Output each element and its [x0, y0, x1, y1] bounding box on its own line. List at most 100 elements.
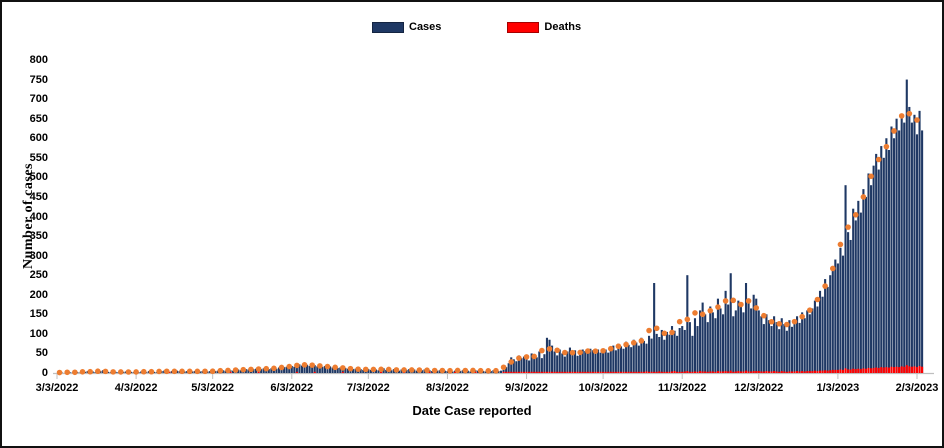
moving-average-dot: [615, 343, 622, 350]
y-tick-label: 450: [29, 190, 48, 203]
deaths-bar: [882, 367, 885, 373]
deaths-bar: [602, 371, 605, 373]
deaths-bar: [599, 371, 602, 373]
deaths-bar: [803, 371, 806, 373]
deaths-bar: [780, 371, 783, 373]
deaths-bar: [530, 371, 533, 373]
legend-swatch-icon: [372, 21, 404, 33]
deaths-bar: [755, 371, 758, 373]
deaths-bar: [739, 371, 742, 373]
moving-average-dot: [845, 224, 851, 230]
moving-average-dot: [715, 304, 721, 310]
cases-bar: [413, 369, 416, 373]
cases-bar: [530, 353, 533, 373]
moving-average-dot: [416, 367, 423, 373]
moving-average-dot: [607, 345, 614, 352]
cases-bar: [808, 314, 811, 373]
moving-average-dot: [653, 325, 660, 332]
cases-bar: [563, 356, 566, 373]
cases-bar: [155, 372, 158, 373]
cases-bar: [773, 316, 776, 373]
deaths-bar: [887, 367, 890, 373]
cases-bar: [571, 354, 574, 373]
moving-average-dot: [638, 338, 645, 344]
deaths-bar: [658, 371, 661, 373]
cases-bar: [908, 106, 911, 373]
moving-average-dot: [485, 368, 492, 374]
cases-bar: [303, 363, 306, 373]
deaths-bar: [551, 371, 554, 373]
cases-bar: [645, 343, 648, 373]
moving-average-dot: [891, 128, 897, 134]
deaths-bar: [507, 371, 510, 373]
cases-bar: [821, 296, 824, 373]
deaths-bar: [775, 371, 778, 373]
moving-average-dot: [424, 367, 430, 374]
cases-bar: [727, 304, 730, 373]
deaths-bar: [767, 371, 771, 373]
cases-bar: [693, 318, 697, 373]
moving-average-dot: [868, 173, 874, 180]
cases-bar: [635, 342, 638, 373]
legend-label: Deaths: [544, 21, 582, 33]
cases-bar: [668, 334, 671, 373]
cases-bar: [762, 324, 765, 373]
deaths-bar: [596, 371, 600, 373]
cases-bar: [300, 365, 304, 373]
cases-bar: [484, 371, 487, 373]
deaths-bar: [517, 371, 520, 373]
moving-average-dot: [761, 312, 767, 319]
deaths-bar: [760, 371, 763, 373]
cases-bar: [813, 300, 816, 373]
deaths-bar: [619, 371, 623, 373]
deaths-bar: [428, 371, 431, 373]
cases-bar: [614, 350, 617, 373]
cases-bar: [288, 366, 291, 373]
deaths-bar: [859, 369, 862, 373]
deaths-bar: [650, 371, 653, 373]
deaths-bar: [581, 371, 584, 373]
y-tick-label: 550: [29, 151, 48, 164]
moving-average-dot: [163, 368, 170, 375]
deaths-bar: [900, 366, 903, 373]
deaths-bar: [632, 371, 635, 373]
deaths-bar: [773, 371, 776, 373]
cases-bar: [665, 331, 668, 373]
deaths-bar: [576, 371, 579, 373]
cases-bar: [420, 370, 423, 373]
deaths-bar: [770, 371, 773, 373]
deaths-bar: [839, 369, 842, 373]
cases-bar: [545, 337, 549, 373]
deaths-bar: [380, 371, 383, 373]
cases-bar: [898, 130, 901, 373]
cases-bar: [584, 351, 587, 373]
deaths-bar: [872, 367, 875, 373]
moving-average-dot: [217, 367, 224, 374]
cases-bar: [323, 365, 326, 373]
deaths-bar: [796, 371, 799, 373]
cases-bar: [522, 356, 526, 373]
moving-average-dot: [385, 366, 392, 373]
cases-bar: [277, 367, 281, 373]
cases-bar: [326, 367, 329, 373]
x-tick-label: 3/3/2022: [35, 382, 79, 394]
moving-average-dot: [347, 365, 354, 372]
deaths-bar: [785, 371, 788, 373]
moving-average-dot: [332, 364, 338, 371]
cases-bar: [431, 371, 434, 373]
cases-bar: [755, 298, 758, 373]
deaths-bar: [824, 370, 827, 373]
deaths-bar: [614, 371, 617, 373]
cases-bar: [658, 337, 661, 373]
deaths-bar: [563, 371, 566, 373]
cases-bar: [489, 371, 492, 373]
x-tick-label: 6/3/2022: [270, 382, 314, 394]
cases-bar: [875, 153, 878, 373]
cases-bar: [811, 308, 814, 373]
moving-average-dot: [699, 311, 706, 318]
cases-bar: [921, 130, 924, 373]
deaths-bar: [813, 370, 816, 373]
cases-bar: [543, 354, 546, 373]
cases-bar: [586, 353, 589, 373]
cases-bar: [778, 329, 781, 373]
